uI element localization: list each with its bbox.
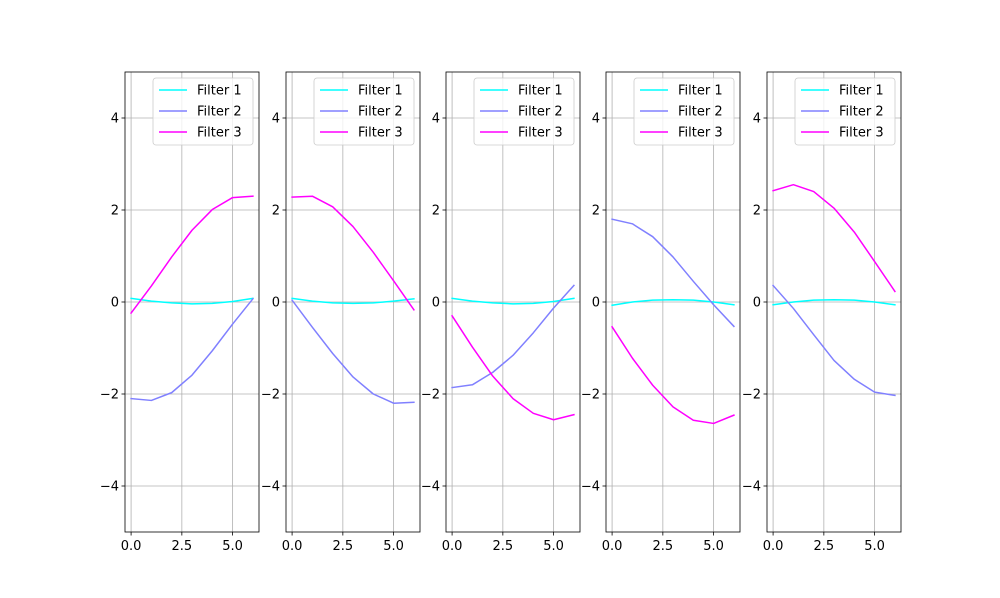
y-tick-label: 0 (753, 296, 761, 311)
x-tick-label: 5.0 (864, 539, 885, 554)
x-tick-label: 0.0 (442, 539, 463, 554)
y-tick-label: −2 (100, 388, 119, 403)
series-line-filter-1 (611, 298, 735, 307)
x-tick-label: 5.0 (222, 539, 243, 554)
legend-label: Filter 2 (197, 105, 242, 120)
legend-label: Filter 2 (678, 105, 723, 120)
legend-box (152, 77, 254, 146)
series-line-filter-2 (291, 299, 415, 404)
series-line-filter-3 (451, 314, 575, 421)
y-tick-label: 2 (272, 204, 280, 219)
x-tick-label: 2.5 (333, 539, 354, 554)
x-tick-label: 0.0 (282, 539, 303, 554)
y-tick-label: −4 (581, 480, 600, 495)
x-tick-label: 0.0 (121, 539, 142, 554)
x-tick-label: 2.5 (493, 539, 514, 554)
legend-label: Filter 3 (839, 126, 884, 141)
legend-box (473, 77, 575, 146)
series-line-filter-1 (291, 297, 415, 305)
legend-label: Filter 3 (358, 126, 403, 141)
y-tick-label: 0 (272, 296, 280, 311)
x-tick-label: 2.5 (814, 539, 835, 554)
legend: Filter 1 Filter 2 Filter 3 (152, 77, 254, 146)
chart-panel-1: 0.0 2.5 5.0 −4 −2 0 2 4 Filter 1 Filter 2 Filter 3 (100, 71, 260, 554)
y-tick-label: 4 (272, 112, 280, 127)
y-tick-label: −4 (261, 480, 280, 495)
series-line-filter-3 (291, 195, 415, 311)
legend-label: Filter 1 (678, 84, 723, 99)
legend-box (794, 77, 896, 146)
legend: Filter 1 Filter 2 Filter 3 (473, 77, 575, 146)
legend-label: Filter 1 (358, 84, 403, 99)
y-tick-label: −4 (742, 480, 761, 495)
y-tick-label: −2 (742, 388, 761, 403)
y-tick-label: 4 (111, 112, 119, 127)
series-line-filter-1 (451, 297, 575, 305)
legend: Filter 1 Filter 2 Filter 3 (633, 77, 735, 146)
series-line-filter-2 (611, 218, 735, 328)
legend-label: Filter 2 (358, 105, 403, 120)
legend-label: Filter 3 (678, 126, 723, 141)
chart-panel-2: 0.0 2.5 5.0 −4 −2 0 2 4 Filter 1 Filter 2 Filter 3 (261, 71, 421, 554)
series-line-filter-1 (130, 297, 254, 305)
series-line-filter-1 (772, 298, 896, 306)
legend-box (313, 77, 415, 146)
y-tick-label: −4 (100, 480, 119, 495)
y-tick-label: 2 (753, 204, 761, 219)
y-tick-label: 0 (111, 296, 119, 311)
y-tick-label: 4 (592, 112, 600, 127)
x-tick-label: 5.0 (383, 539, 404, 554)
y-tick-label: 0 (592, 296, 600, 311)
x-tick-label: 0.0 (602, 539, 623, 554)
y-tick-label: 4 (432, 112, 440, 127)
y-tick-label: 0 (432, 296, 440, 311)
chart-panel-4: 0.0 2.5 5.0 −4 −2 0 2 4 Filter 1 Filter 2 Filter 3 (581, 71, 741, 554)
x-tick-label: 5.0 (703, 539, 724, 554)
x-tick-label: 2.5 (653, 539, 674, 554)
legend: Filter 1 Filter 2 Filter 3 (313, 77, 415, 146)
legend-box (633, 77, 735, 146)
legend-label: Filter 3 (197, 126, 242, 141)
legend-label: Filter 1 (197, 84, 242, 99)
y-tick-label: −2 (581, 388, 600, 403)
y-tick-label: 2 (432, 204, 440, 219)
legend-label: Filter 1 (839, 84, 884, 99)
series-line-filter-3 (130, 195, 254, 315)
y-tick-label: 2 (111, 204, 119, 219)
x-tick-label: 0.0 (763, 539, 784, 554)
series-line-filter-2 (772, 284, 896, 397)
series-line-filter-2 (130, 297, 254, 402)
chart-panel-3: 0.0 2.5 5.0 −4 −2 0 2 4 Filter 1 Filter 2 Filter 3 (421, 71, 581, 554)
y-tick-label: 4 (753, 112, 761, 127)
series-line-filter-3 (772, 183, 896, 293)
panels: 0.0 2.5 5.0 −4 −2 0 2 4 Filter 1 Filter 2 Filter 3… (100, 71, 902, 554)
chart-panel-5: 0.0 2.5 5.0 −4 −2 0 2 4 Filter 1 Filter 2 Filter 3 (742, 71, 902, 554)
legend: Filter 1 Filter 2 Filter 3 (794, 77, 896, 146)
legend-label: Filter 2 (839, 105, 884, 120)
x-tick-label: 2.5 (172, 539, 193, 554)
y-tick-label: −2 (421, 388, 440, 403)
y-tick-label: 2 (592, 204, 600, 219)
legend-label: Filter 1 (518, 84, 563, 99)
y-tick-label: −4 (421, 480, 440, 495)
y-tick-label: −2 (261, 388, 280, 403)
x-tick-label: 5.0 (543, 539, 564, 554)
series-line-filter-2 (451, 284, 575, 389)
legend-label: Filter 2 (518, 105, 563, 120)
series-line-filter-3 (611, 325, 735, 425)
legend-label: Filter 3 (518, 126, 563, 141)
